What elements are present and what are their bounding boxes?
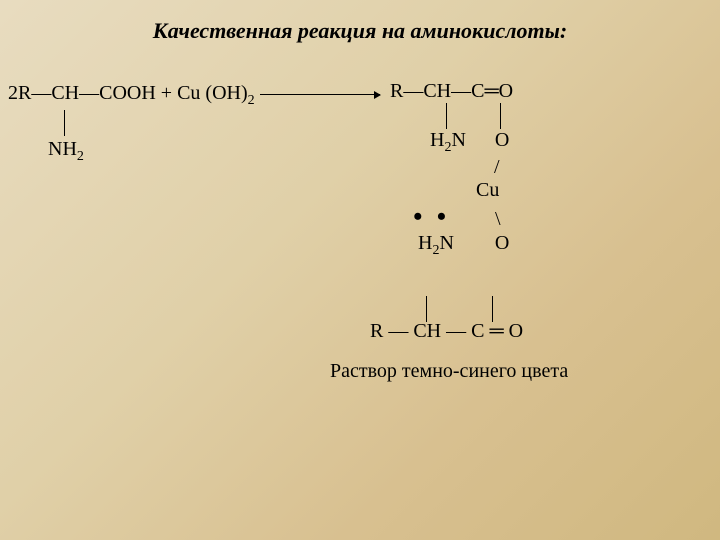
bond-row-1	[8, 110, 380, 136]
reaction-line: 2R—CH—COOH + Сu (ОН)2	[8, 80, 380, 110]
reactant-block: 2R—CH—COOH + Сu (ОН)2 NH2	[8, 80, 380, 166]
h2n-n: N	[451, 129, 465, 151]
vertical-bond-5	[492, 296, 493, 322]
cu-oh: Сu (ОН)	[177, 82, 248, 104]
h2n-o-row2: H2N O	[390, 232, 513, 259]
bslash-row: • • \	[390, 202, 513, 232]
product-top: R—CH—C═O	[390, 80, 513, 103]
reaction-arrow	[260, 94, 380, 95]
product-bottom: R — CH — C ═ O	[370, 320, 523, 343]
nh2-text: NH	[48, 138, 77, 160]
backslash-bond: \	[495, 208, 501, 230]
plus-sign: +	[156, 82, 177, 104]
reactant-formula: 2R—CH—COOH	[8, 82, 156, 104]
slash-bond: /	[494, 156, 500, 178]
h2n-o-row1: H2N O	[390, 129, 513, 156]
cu-atom: Сu	[476, 179, 499, 201]
o-atom-2: O	[495, 232, 509, 254]
product-block: R—CH—C═O H2N O / Сu • • \ H2N O	[390, 80, 513, 259]
vertical-bond-3	[500, 103, 501, 129]
h2n-n2: N	[439, 232, 453, 254]
o-atom-1: O	[495, 129, 509, 151]
nh2-sub: 2	[77, 149, 84, 164]
cu-row: Сu	[390, 179, 513, 202]
title: Качественная реакция на аминокислоты:	[0, 0, 720, 44]
nh2-group: NH2	[8, 136, 380, 166]
vertical-bond-4	[426, 296, 427, 322]
lone-pair-dots: • •	[390, 202, 450, 232]
footer-text: Раствор темно-синего цвета	[330, 360, 568, 383]
bond-row-2	[390, 103, 513, 129]
sub-2: 2	[248, 93, 255, 108]
vertical-bond-2	[446, 103, 447, 129]
h2n-h: H	[430, 129, 444, 151]
slash-row: /	[390, 156, 513, 179]
h2n-h2: H	[418, 232, 432, 254]
vertical-bond	[64, 110, 65, 136]
